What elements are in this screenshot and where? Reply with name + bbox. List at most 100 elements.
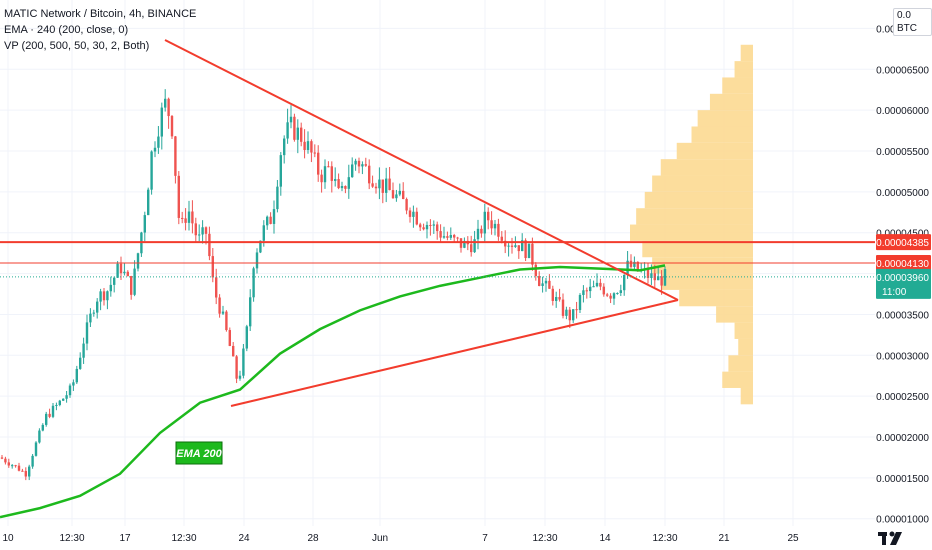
candle [208,226,211,261]
candle [412,205,415,228]
candle-body [337,179,340,189]
price-label-bg [876,234,931,251]
candle [466,236,469,251]
volume-profile-bar [660,159,753,176]
candle [340,181,344,192]
volume-profile-bar [636,208,753,225]
candle-body [385,178,388,193]
candle [184,208,187,231]
candle-body [330,166,333,181]
candle [575,301,578,319]
candle-body [218,297,221,314]
trendline-support [230,299,679,407]
candle-body [177,175,180,218]
candle-body [7,462,10,466]
candle [657,266,660,281]
candle [385,167,388,203]
candle-body [106,291,109,301]
candle-body [378,179,381,189]
candle [582,285,585,303]
volume-profile-bar [734,322,753,339]
candle [483,203,486,244]
candle [34,441,38,457]
candle-body [109,284,112,292]
candle [252,266,255,302]
candle [272,200,276,234]
candle [531,237,534,271]
candle [589,278,592,299]
candle-body [558,297,561,300]
candle [568,306,571,329]
candle-body [126,271,129,277]
candle-body [17,465,21,471]
candle [99,288,102,311]
candle [565,306,568,320]
candle [561,293,565,319]
candle [289,105,293,129]
candle [374,182,378,194]
candle [11,464,14,469]
price-tick: 0.00002000 [876,433,929,444]
candle-body [170,116,174,137]
candle [96,298,99,319]
candle-body [480,228,483,234]
candle-body [524,240,527,259]
candle [102,288,106,306]
candle-body [405,199,408,211]
candle [65,390,68,403]
candle-body [616,293,619,295]
volume-profile-bar [734,61,753,78]
candle [109,276,112,297]
countdown-label: 11:00 [882,287,907,298]
volume-profile-bar [644,191,753,209]
candle-body [310,141,313,153]
candle-body [660,276,663,286]
candle-body [208,233,211,257]
candle [337,173,340,190]
candle-body [351,164,354,178]
candle-body [619,290,622,294]
candle [17,462,21,472]
candle-body [283,138,286,156]
candle [442,226,446,239]
candle-body [551,288,554,301]
candle [544,277,548,292]
tradingview-logo-icon[interactable] [876,528,906,548]
candle [249,289,252,332]
time-tick: 12:30 [171,533,196,544]
candle [391,182,395,199]
candle [41,423,44,432]
candle-body [629,260,633,267]
candle [140,231,143,257]
candle [58,399,61,407]
candle [191,200,194,234]
candle-body [572,309,575,321]
candle-body [357,160,361,167]
candle [395,189,398,202]
candle-body [436,224,439,232]
time-tick: 14 [599,533,611,544]
candle-body [306,141,310,150]
candle-body [609,295,612,299]
candle [218,294,221,318]
candle-body [58,400,61,405]
candle-body [272,209,276,224]
candle-body [191,211,194,224]
trendline-resistance [164,39,679,301]
candle [296,119,299,154]
candle-body [34,442,38,456]
candle-body [65,395,68,399]
candle-body [453,235,456,238]
candle-body [487,211,490,221]
currency-badge[interactable]: 0.0 BTC [893,8,932,36]
candle-body [293,116,296,140]
candle-body [327,166,330,168]
candle-body [187,211,191,223]
candle [85,314,89,351]
candle [371,175,374,188]
candle-body [82,343,85,358]
candle-body [650,273,653,278]
candle [459,238,463,253]
candle [62,398,65,401]
